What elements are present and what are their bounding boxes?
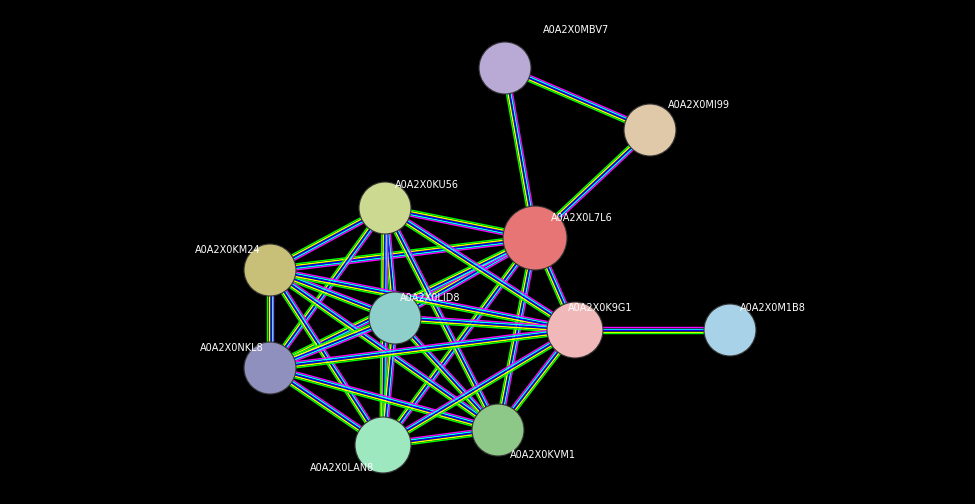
Circle shape bbox=[704, 304, 756, 356]
Text: A0A2X0LAN8: A0A2X0LAN8 bbox=[310, 463, 374, 473]
Text: A0A2X0NKL8: A0A2X0NKL8 bbox=[200, 343, 264, 353]
Text: A0A2X0M1B8: A0A2X0M1B8 bbox=[740, 303, 806, 313]
Circle shape bbox=[355, 417, 411, 473]
Circle shape bbox=[359, 182, 411, 234]
Circle shape bbox=[479, 42, 531, 94]
Circle shape bbox=[624, 104, 676, 156]
Text: A0A2X0KU56: A0A2X0KU56 bbox=[395, 180, 459, 190]
Circle shape bbox=[503, 206, 567, 270]
Circle shape bbox=[244, 342, 296, 394]
Text: A0A2X0KVM1: A0A2X0KVM1 bbox=[510, 450, 576, 460]
Circle shape bbox=[244, 244, 296, 296]
Text: A0A2X0MI99: A0A2X0MI99 bbox=[668, 100, 730, 110]
Text: A0A2X0L7L6: A0A2X0L7L6 bbox=[551, 213, 612, 223]
Text: A0A2X0KM24: A0A2X0KM24 bbox=[195, 245, 260, 255]
Text: A0A2X0K9G1: A0A2X0K9G1 bbox=[568, 303, 633, 313]
Text: A0A2X0MBV7: A0A2X0MBV7 bbox=[543, 25, 609, 35]
Circle shape bbox=[547, 302, 603, 358]
Text: A0A2X0LID8: A0A2X0LID8 bbox=[400, 293, 460, 303]
Circle shape bbox=[369, 292, 421, 344]
Circle shape bbox=[472, 404, 524, 456]
